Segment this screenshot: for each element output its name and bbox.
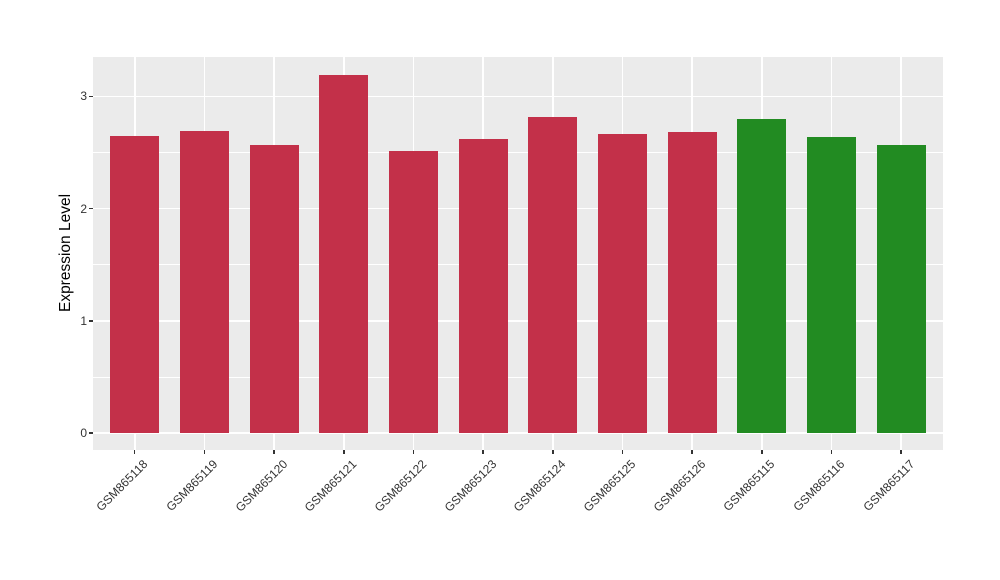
plot-panel xyxy=(93,57,943,450)
gridline-major xyxy=(93,95,943,98)
bar-GSM865118 xyxy=(110,135,160,434)
x-tick-mark xyxy=(552,450,554,454)
y-tick-label: 3 xyxy=(80,89,87,104)
x-tick-label: GSM865122 xyxy=(371,457,430,515)
x-tick-label: GSM865119 xyxy=(163,457,221,514)
x-tick-label: GSM865124 xyxy=(511,457,569,515)
y-tick-label: 2 xyxy=(80,201,87,216)
bar-GSM865115 xyxy=(737,118,787,434)
x-tick-mark xyxy=(482,450,484,454)
bar-GSM865116 xyxy=(807,136,856,434)
x-tick-label: GSM865116 xyxy=(790,457,848,514)
x-tick-label: GSM865117 xyxy=(860,457,918,514)
bar-GSM865125 xyxy=(598,134,647,434)
x-tick-label: GSM865121 xyxy=(302,457,360,515)
gridline-minor xyxy=(93,264,943,266)
x-tick-mark xyxy=(134,450,136,454)
bar-GSM865123 xyxy=(458,138,508,434)
x-tick-mark xyxy=(412,450,415,454)
gridline-minor xyxy=(93,152,943,153)
gridline-major xyxy=(93,432,943,434)
y-tick-mark xyxy=(89,320,93,322)
bar-GSM865121 xyxy=(319,74,369,434)
bar-GSM865120 xyxy=(249,144,299,434)
y-tick-label: 0 xyxy=(80,426,87,441)
x-tick-mark xyxy=(830,450,833,454)
x-tick-label: GSM865118 xyxy=(93,457,151,514)
y-tick-mark xyxy=(89,432,93,434)
x-tick-mark xyxy=(273,450,275,454)
y-tick-mark xyxy=(89,95,93,97)
bar-GSM865122 xyxy=(389,151,438,434)
y-tick-mark xyxy=(89,207,93,210)
y-tick-label: 1 xyxy=(80,313,87,328)
x-tick-label: GSM865126 xyxy=(650,457,709,515)
x-tick-label: GSM865123 xyxy=(441,457,500,515)
x-tick-mark xyxy=(343,450,345,454)
x-tick-mark xyxy=(900,450,902,454)
x-tick-mark xyxy=(621,450,624,454)
bar-GSM865119 xyxy=(180,131,229,434)
x-tick-label: GSM865120 xyxy=(232,457,291,515)
bar-GSM865117 xyxy=(876,144,926,434)
gridline-major xyxy=(93,320,943,322)
gridline-minor xyxy=(93,376,943,378)
x-tick-mark xyxy=(691,450,693,454)
bar-GSM865124 xyxy=(528,116,578,434)
x-tick-label: GSM865125 xyxy=(580,457,639,515)
x-tick-label: GSM865115 xyxy=(720,457,778,514)
x-tick-mark xyxy=(761,450,763,454)
y-axis-title: Expression Level xyxy=(57,193,74,313)
bar-GSM865126 xyxy=(667,132,717,434)
x-tick-mark xyxy=(203,450,206,454)
gridline-major xyxy=(93,207,943,210)
